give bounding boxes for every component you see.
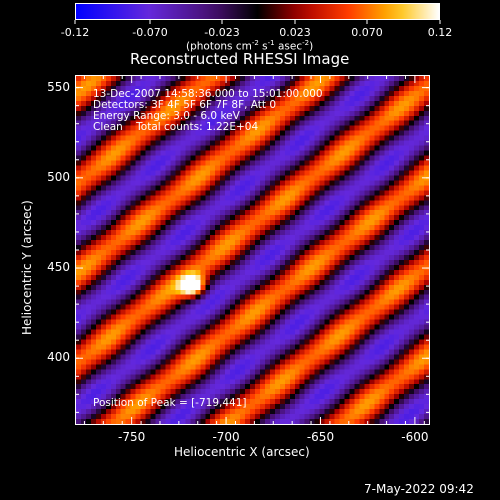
colorbar-units-label: (photons cm-2 s-1 asec-2) <box>186 39 314 53</box>
x-tick-label: -600 <box>401 430 429 444</box>
x-tick-label: -650 <box>306 430 335 444</box>
colorbar-tick-label: -0.023 <box>204 26 240 39</box>
y-tick-label: 400 <box>47 350 70 365</box>
colorbar-tick-label: 0.12 <box>427 26 453 39</box>
y-tick-label: 500 <box>47 169 70 184</box>
y-axis-title: Heliocentric Y (arcsec) <box>20 200 34 335</box>
x-tick-label: -700 <box>212 430 240 444</box>
energy-range-text: Energy Range: 3.0 - 6.0 keV <box>93 110 240 122</box>
colorbar-tick-label: -0.12 <box>60 26 90 39</box>
x-axis-title: Heliocentric X (arcsec) <box>174 445 310 459</box>
x-tick-label: -750 <box>118 430 146 444</box>
colorbar-tick-label: -0.070 <box>132 26 168 39</box>
plot-title: Reconstructed RHESSI Image <box>130 50 350 68</box>
colorbar-tick-label: 0.070 <box>351 26 383 39</box>
colorbar <box>75 3 440 20</box>
clean-counts-text: Clean Total counts: 1.22E+04 <box>93 121 259 133</box>
y-tick-label: 450 <box>47 260 70 275</box>
y-tick-label: 550 <box>47 79 70 94</box>
time-range-text: 13-Dec-2007 14:58:36.000 to 15:01:00.000 <box>93 88 323 100</box>
detectors-text: Detectors: 3F 4F 5F 6F 7F 8F, Att 0 <box>93 99 277 111</box>
peak-position-text: Position of Peak = [-719,441] <box>93 397 247 409</box>
colorbar-tick-label: 0.023 <box>279 26 311 39</box>
footer-date: 7-May-2022 09:42 <box>364 482 474 496</box>
rhessi-image <box>75 75 430 425</box>
